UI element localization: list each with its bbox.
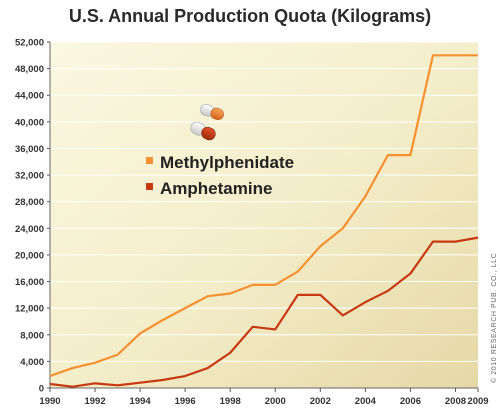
series-lines: [49, 54, 479, 388]
y-tick-label: 52,000: [15, 38, 44, 49]
x-tick-label: 1998: [220, 396, 241, 407]
y-tick-label: 28,000: [15, 197, 44, 208]
y-tick-label: 36,000: [15, 144, 44, 155]
chart-title: U.S. Annual Production Quota (Kilograms): [68, 6, 432, 26]
x-tick-label: 1996: [175, 396, 196, 407]
grid-lines: [50, 41, 478, 362]
y-tick-label: 16,000: [15, 277, 44, 288]
x-tick-label: 2006: [400, 396, 421, 407]
capsule-icon: [190, 104, 224, 141]
y-tick-label: 48,000: [15, 64, 44, 75]
axes: 0 4,000 8,000 12,000 16,000 20,000 24,000 28,00…: [15, 38, 489, 408]
y-tick-label: 32,000: [15, 171, 44, 182]
x-tick-label: 1994: [130, 396, 152, 407]
credit-text: © 2010 RESEARCH PUB. CO., LLC: [490, 253, 498, 383]
legend-label-methylphenidate: Methylphenidate: [160, 153, 294, 172]
y-tick-label: 12,000: [15, 304, 44, 315]
x-tick-label: 2000: [265, 396, 286, 407]
y-tick-label: 8,000: [20, 330, 44, 341]
legend-swatch-methylphenidate: [146, 157, 153, 164]
x-tick-label: 1990: [39, 396, 60, 407]
legend-swatch-amphetamine: [146, 183, 153, 190]
series-line-amphetamine: [49, 236, 479, 388]
y-tick-label: 44,000: [15, 91, 44, 102]
y-tick-label: 40,000: [15, 117, 44, 128]
plot-background: [50, 42, 478, 388]
series-line-methylphenidate: [49, 54, 478, 378]
x-tick-label: 2004: [355, 396, 377, 407]
legend: Methylphenidate Amphetamine: [146, 104, 294, 198]
x-tick-label: 2008: [445, 396, 466, 407]
x-tick-label: 2002: [310, 396, 331, 407]
x-tick-label: 1992: [84, 396, 105, 407]
y-tick-label: 20,000: [15, 250, 44, 261]
legend-label-amphetamine: Amphetamine: [160, 179, 272, 198]
y-tick-label: 4,000: [20, 357, 44, 368]
x-tick-label: 2009: [467, 396, 488, 407]
y-tick-label: 24,000: [15, 224, 44, 235]
y-tick-label: 0: [39, 384, 44, 395]
